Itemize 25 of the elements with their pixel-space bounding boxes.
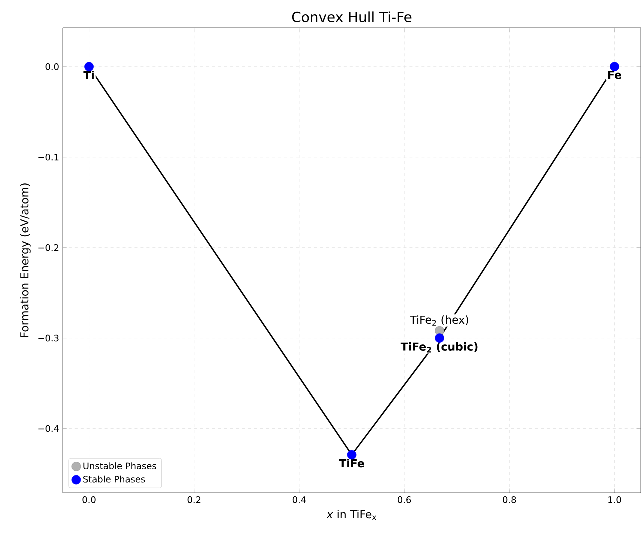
legend-label: Stable Phases [84,476,146,483]
x-axis-title: x in TiFe$_{x}$ [326,510,376,520]
x-tick-label: 0.6 [398,496,412,504]
annotation: TiFe [339,459,364,468]
y-tick-label: −0.1 [38,154,59,161]
y-tick-label: 0.0 [46,64,59,70]
point [347,450,357,460]
y-tick-label: −0.4 [38,425,59,432]
annotation: TiFe$_{2}$ (cubic) [400,342,478,353]
x-tick-label: 0.8 [503,496,516,504]
annotation: Ti [84,71,94,80]
x-tick-label: 0.0 [82,496,96,504]
y-tick-label: −0.3 [38,334,59,342]
point [435,334,444,343]
point [84,62,94,72]
x-tick-label: 0.2 [188,496,201,504]
y-tick-label: −0.2 [38,244,59,252]
x-tick-label: 1.0 [608,496,622,504]
point [610,62,620,72]
x-tick-label: 0.4 [292,496,306,504]
chart-title: Convex Hull Ti-Fe [292,12,412,22]
legend-label: Unstable Phases [84,462,156,470]
annotation: TiFe$_{2}$ (hex) [410,316,468,326]
y-axis-title: Formation Energy (eV/atom) [20,184,31,338]
annotation: Fe [608,71,622,80]
